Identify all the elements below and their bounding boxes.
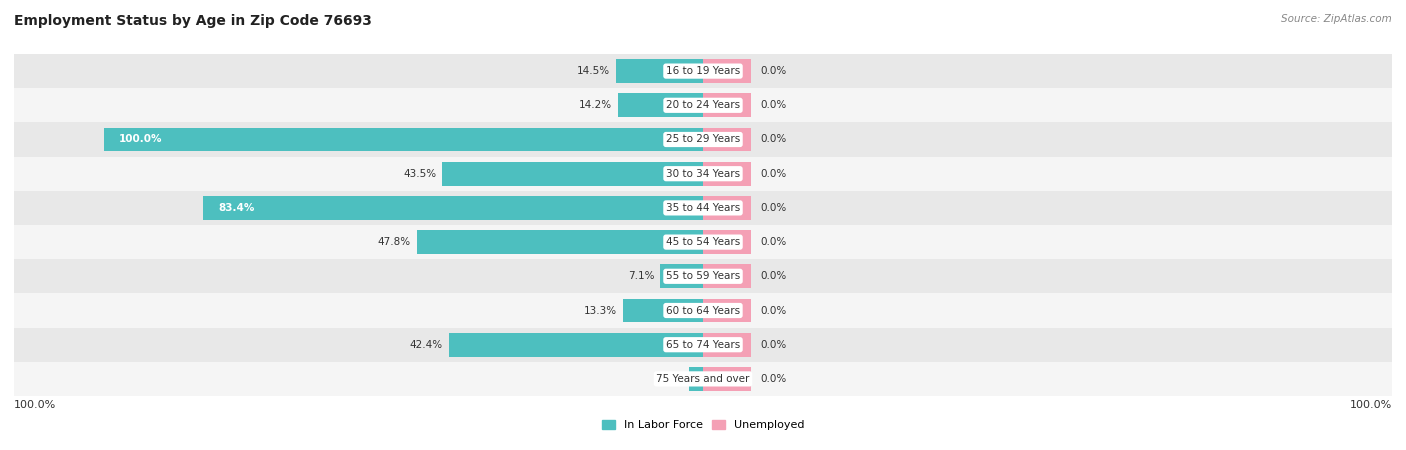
Bar (14, 362, 1392, 396)
Bar (703, 230, 751, 254)
Text: 7.1%: 7.1% (628, 271, 654, 281)
Text: 0.0%: 0.0% (759, 66, 786, 76)
Legend: In Labor Force, Unemployed: In Labor Force, Unemployed (598, 415, 808, 435)
Bar (449, 333, 703, 357)
Bar (14, 54, 1392, 88)
Bar (703, 127, 751, 152)
Text: 0.0%: 0.0% (759, 306, 786, 315)
Text: 45 to 54 Years: 45 to 54 Years (666, 237, 740, 247)
Bar (14, 191, 1392, 225)
Text: 35 to 44 Years: 35 to 44 Years (666, 203, 740, 213)
Text: 0.0%: 0.0% (759, 237, 786, 247)
Text: 75 Years and over: 75 Years and over (657, 374, 749, 384)
Text: 30 to 34 Years: 30 to 34 Years (666, 169, 740, 179)
Text: 100.0%: 100.0% (120, 135, 163, 144)
Bar (703, 264, 751, 288)
Text: 60 to 64 Years: 60 to 64 Years (666, 306, 740, 315)
Bar (14, 328, 1392, 362)
Bar (616, 59, 703, 83)
Text: 13.3%: 13.3% (585, 306, 617, 315)
Text: Source: ZipAtlas.com: Source: ZipAtlas.com (1281, 14, 1392, 23)
Bar (104, 127, 703, 152)
Text: 14.5%: 14.5% (576, 66, 610, 76)
Bar (14, 259, 1392, 293)
Text: 25 to 29 Years: 25 to 29 Years (666, 135, 740, 144)
Text: 55 to 59 Years: 55 to 59 Years (666, 271, 740, 281)
Text: 0.0%: 0.0% (759, 271, 786, 281)
Bar (703, 298, 751, 323)
Bar (14, 88, 1392, 122)
Text: 20 to 24 Years: 20 to 24 Years (666, 100, 740, 110)
Bar (661, 264, 703, 288)
Bar (14, 293, 1392, 328)
Bar (703, 59, 751, 83)
Bar (703, 367, 751, 391)
Text: 100.0%: 100.0% (1350, 400, 1392, 410)
Bar (703, 162, 751, 186)
Text: 0.0%: 0.0% (759, 100, 786, 110)
Text: 14.2%: 14.2% (579, 100, 612, 110)
Text: Employment Status by Age in Zip Code 76693: Employment Status by Age in Zip Code 766… (14, 14, 373, 27)
Text: 2.3%: 2.3% (657, 374, 683, 384)
Bar (617, 93, 703, 117)
Bar (204, 196, 703, 220)
Bar (443, 162, 703, 186)
Text: 0.0%: 0.0% (759, 203, 786, 213)
Bar (703, 93, 751, 117)
Bar (416, 230, 703, 254)
Text: 100.0%: 100.0% (14, 400, 56, 410)
Bar (623, 298, 703, 323)
Bar (14, 157, 1392, 191)
Text: 0.0%: 0.0% (759, 169, 786, 179)
Text: 43.5%: 43.5% (404, 169, 436, 179)
Text: 42.4%: 42.4% (411, 340, 443, 350)
Text: 0.0%: 0.0% (759, 340, 786, 350)
Text: 47.8%: 47.8% (378, 237, 411, 247)
Bar (703, 196, 751, 220)
Bar (689, 367, 703, 391)
Text: 0.0%: 0.0% (759, 374, 786, 384)
Text: 16 to 19 Years: 16 to 19 Years (666, 66, 740, 76)
Bar (14, 225, 1392, 259)
Text: 65 to 74 Years: 65 to 74 Years (666, 340, 740, 350)
Bar (703, 333, 751, 357)
Text: 0.0%: 0.0% (759, 135, 786, 144)
Text: 83.4%: 83.4% (218, 203, 254, 213)
Bar (14, 122, 1392, 157)
